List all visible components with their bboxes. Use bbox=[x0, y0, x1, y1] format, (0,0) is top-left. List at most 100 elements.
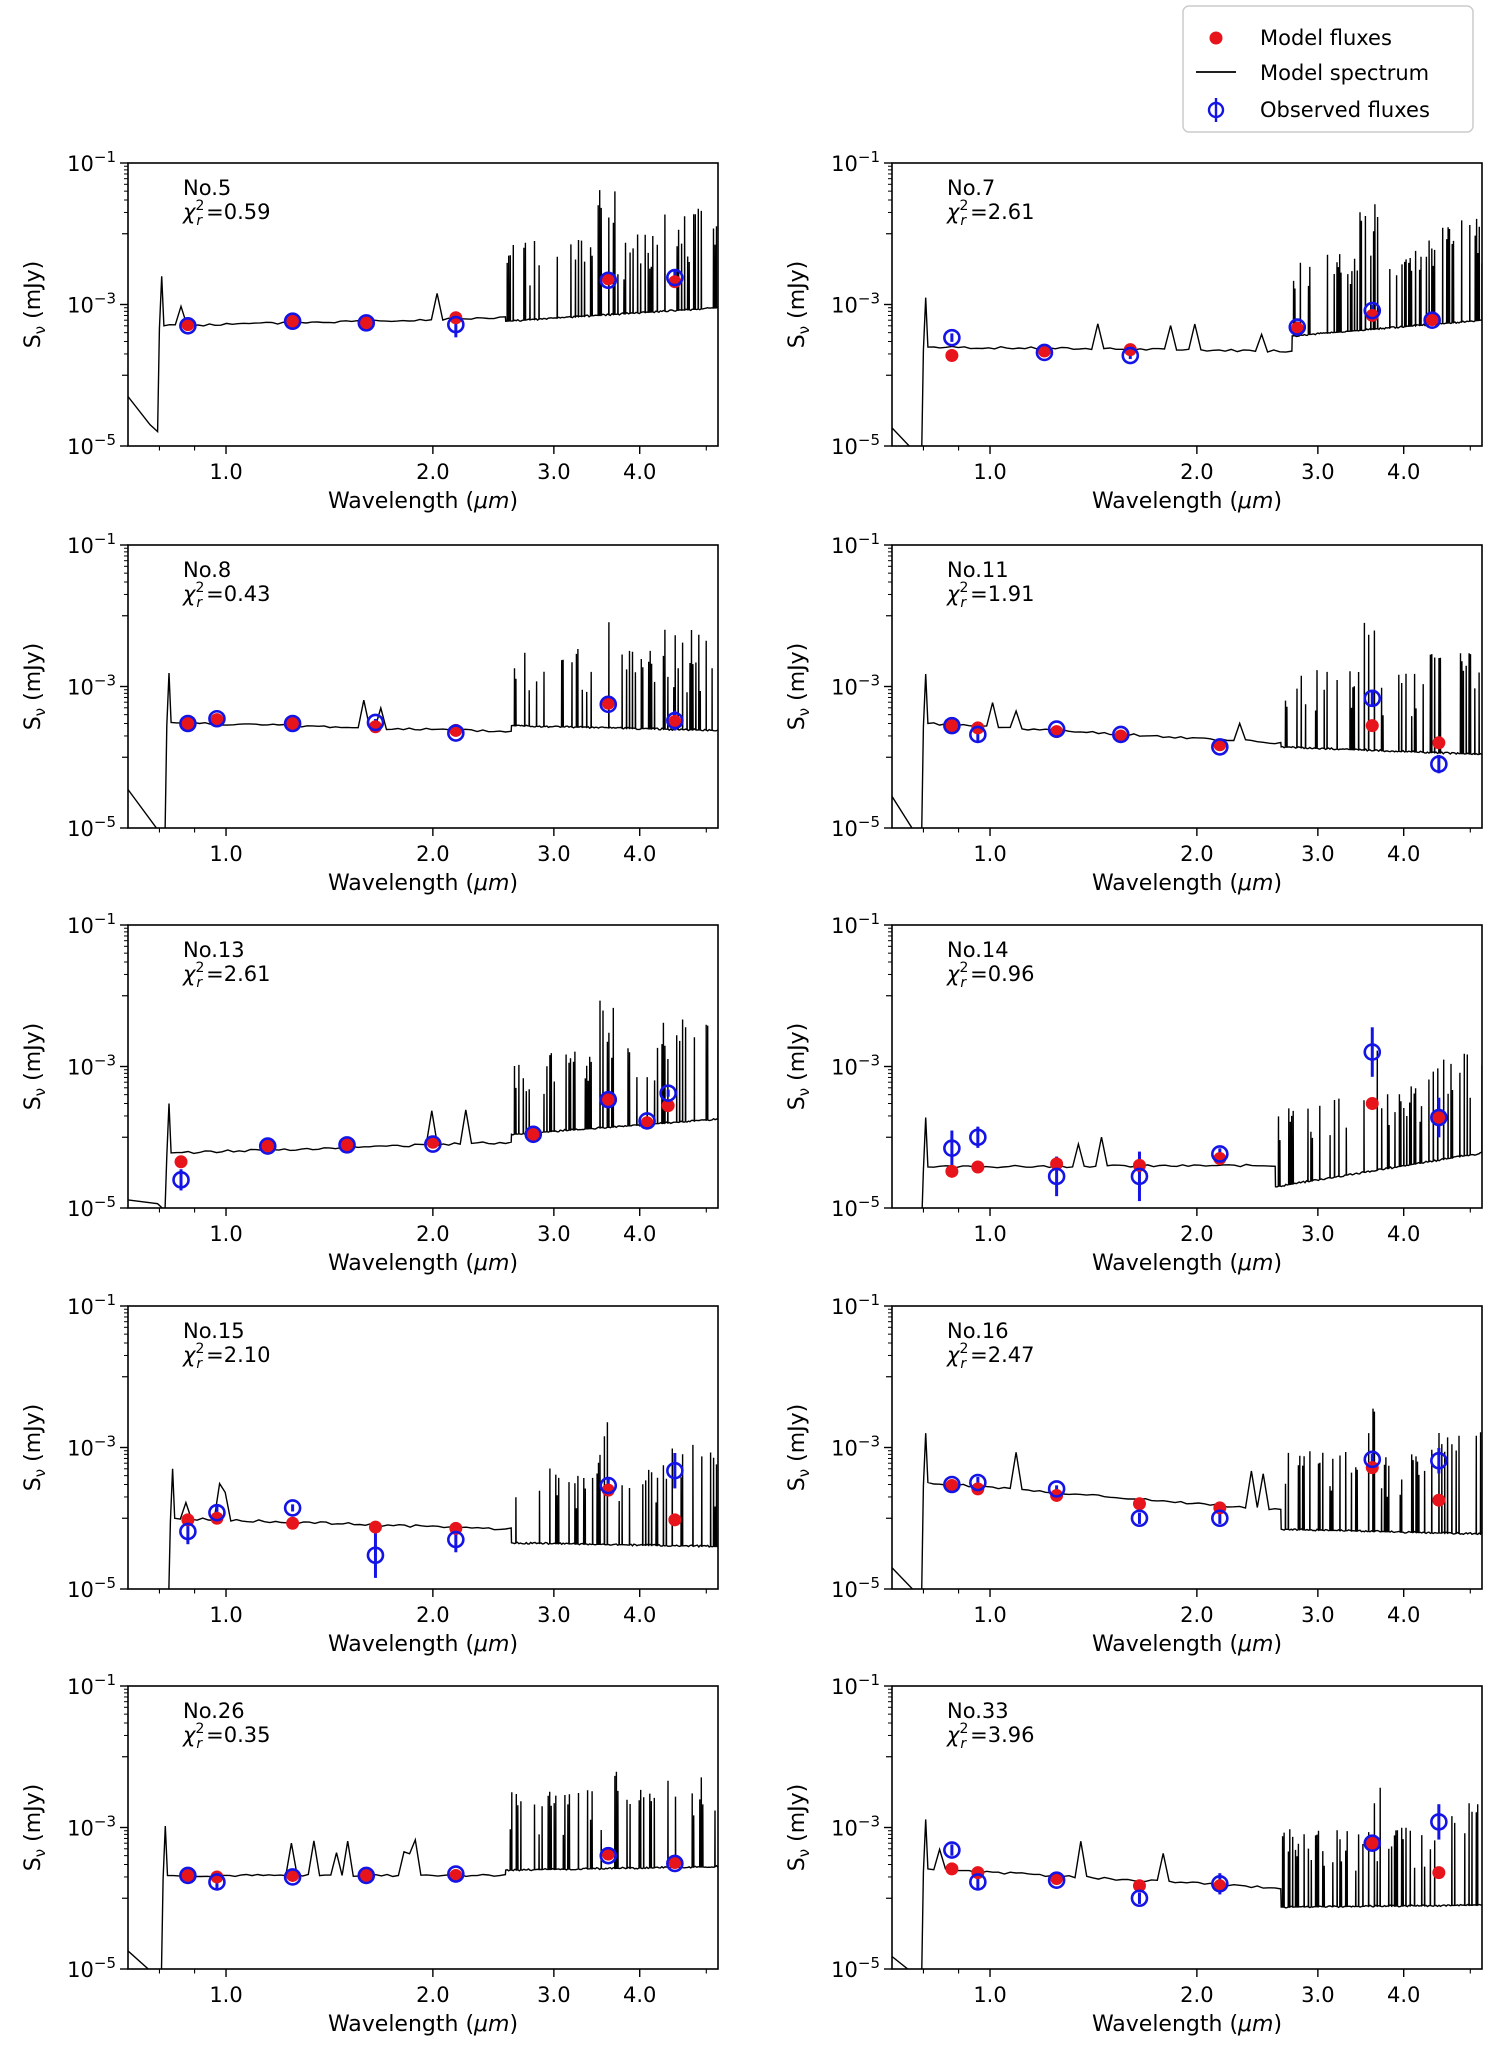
model-flux-point bbox=[359, 316, 373, 330]
model-spectrum-line bbox=[168, 1422, 718, 1589]
model-flux-point bbox=[1432, 1866, 1446, 1880]
x-tick-label: 4.0 bbox=[623, 460, 656, 484]
model-flux-point bbox=[945, 1164, 959, 1178]
y-tick-label: 10−5 bbox=[831, 431, 880, 459]
observed-flux-point bbox=[357, 1866, 376, 1885]
observed-flux-point bbox=[1430, 1813, 1448, 1831]
x-tick-label: 4.0 bbox=[1387, 460, 1420, 484]
model-flux-point bbox=[181, 1513, 195, 1527]
observed-flux-point bbox=[666, 1461, 684, 1480]
model-flux-point bbox=[1432, 736, 1446, 750]
model-flux-point bbox=[668, 1513, 682, 1527]
model-flux-point bbox=[286, 716, 300, 730]
model-flux-point bbox=[1432, 1493, 1446, 1507]
y-tick-label: 10−3 bbox=[67, 1813, 116, 1841]
observed-flux-point bbox=[1130, 1889, 1149, 1908]
observed-flux-point bbox=[283, 312, 302, 331]
y-tick-label: 10−5 bbox=[67, 431, 116, 459]
model-flux-point bbox=[601, 1847, 615, 1861]
observed-flux-point bbox=[1423, 311, 1441, 329]
x-tick-label: 3.0 bbox=[1301, 1603, 1334, 1627]
x-tick-label: 4.0 bbox=[623, 1603, 656, 1627]
x-axis-label: Wavelength (μm) bbox=[328, 871, 518, 896]
observed-flux-point bbox=[424, 1135, 442, 1153]
y-axis-label: Sν (mJy) bbox=[21, 643, 49, 730]
x-tick-label: 4.0 bbox=[623, 1983, 656, 2007]
observed-flux-point bbox=[599, 695, 618, 714]
y-tick-label: 10−5 bbox=[831, 1193, 880, 1221]
model-spectrum-line bbox=[128, 1771, 718, 1969]
model-spectrum-line bbox=[892, 622, 1482, 828]
model-flux-point bbox=[1132, 1879, 1146, 1893]
observed-flux-point bbox=[599, 1476, 618, 1495]
x-tick-label: 4.0 bbox=[1387, 1983, 1420, 2007]
observed-flux-point bbox=[943, 328, 961, 347]
model-flux-point bbox=[601, 696, 615, 710]
x-axis-label: Wavelength (μm) bbox=[1092, 1251, 1282, 1276]
y-tick-label: 10−3 bbox=[831, 1433, 880, 1461]
x-tick-label: 2.0 bbox=[416, 460, 449, 484]
model-flux-point bbox=[945, 1862, 959, 1876]
x-tick-label: 1.0 bbox=[209, 1603, 242, 1627]
model-flux-point bbox=[945, 1479, 959, 1493]
model-flux-point bbox=[1365, 1836, 1379, 1850]
observed-flux-point bbox=[659, 1084, 677, 1102]
model-flux-point bbox=[1365, 1096, 1379, 1110]
observed-flux-point bbox=[1288, 318, 1307, 336]
model-flux-point bbox=[661, 1099, 675, 1113]
observed-flux-point bbox=[208, 1503, 226, 1522]
model-flux-point bbox=[181, 1868, 195, 1882]
observed-flux-point bbox=[1130, 1167, 1149, 1186]
y-axis-label: Sν (mJy) bbox=[785, 1023, 813, 1110]
y-tick-label: 10−1 bbox=[831, 1671, 880, 1699]
x-tick-label: 2.0 bbox=[1180, 460, 1213, 484]
panel-no-8: 1.0 2.0 3.0 4.0 10−5 10−3 10−1 Wavelength (μm) S… bbox=[21, 530, 719, 896]
model-flux-point bbox=[174, 1155, 188, 1169]
model-flux-point bbox=[526, 1127, 540, 1141]
y-tick-label: 10−1 bbox=[67, 1671, 116, 1699]
y-tick-label: 10−3 bbox=[67, 290, 116, 318]
model-flux-point bbox=[210, 713, 224, 727]
model-flux-point bbox=[601, 272, 615, 286]
chi-square-label: χ2 r =2.10 bbox=[182, 1341, 270, 1372]
observed-flux-point bbox=[1430, 1108, 1448, 1127]
model-flux-point bbox=[1425, 313, 1439, 327]
model-flux-point bbox=[340, 1138, 354, 1152]
observed-flux-point bbox=[1047, 1167, 1066, 1186]
x-axis-label: Wavelength (μm) bbox=[328, 2012, 518, 2037]
source-id-label: No.16 bbox=[947, 1319, 1009, 1343]
model-flux-point bbox=[971, 1160, 985, 1174]
observed-flux-point bbox=[969, 725, 987, 744]
model-flux-point bbox=[210, 1870, 224, 1884]
y-tick-label: 10−3 bbox=[67, 672, 116, 700]
legend-label-observed-fluxes: Observed fluxes bbox=[1260, 98, 1430, 122]
model-flux-point bbox=[1114, 729, 1128, 743]
model-flux-point bbox=[1365, 719, 1379, 733]
panel-no-5: 1.0 2.0 3.0 4.0 10−5 10−3 10−1 Wavelength (μm) S… bbox=[21, 148, 719, 514]
model-spectrum-line bbox=[128, 190, 718, 434]
legend: Model fluxes Model spectrum Observed flu… bbox=[1182, 5, 1474, 133]
model-flux-point bbox=[426, 1135, 440, 1149]
observed-flux-point bbox=[179, 1866, 197, 1885]
observed-flux-point bbox=[366, 713, 385, 732]
observed-flux-point bbox=[943, 1139, 961, 1158]
chi-square-label: χ2 r =1.91 bbox=[946, 580, 1034, 611]
model-flux-point bbox=[668, 715, 682, 729]
observed-flux-point bbox=[1035, 343, 1054, 362]
y-tick-label: 10−5 bbox=[67, 1193, 116, 1221]
x-tick-label: 2.0 bbox=[416, 1603, 449, 1627]
legend-label-model-fluxes: Model fluxes bbox=[1260, 26, 1392, 50]
observed-flux-point bbox=[1047, 720, 1066, 738]
source-id-label: No.33 bbox=[947, 1699, 1009, 1723]
observed-flux-point bbox=[943, 1841, 961, 1859]
x-tick-label: 1.0 bbox=[209, 1983, 242, 2007]
y-tick-label: 10−5 bbox=[831, 1574, 880, 1602]
model-spectrum-line bbox=[892, 1787, 1482, 1969]
panel-no-14: 1.0 2.0 3.0 4.0 10−5 10−3 10−1 Wavelength (μm) S… bbox=[785, 910, 1483, 1276]
model-spectrum-line bbox=[128, 1000, 718, 1208]
x-tick-label: 2.0 bbox=[416, 1983, 449, 2007]
chi-square-label: χ2 r =0.43 bbox=[182, 580, 270, 611]
y-axis-label: Sν (mJy) bbox=[21, 1023, 49, 1110]
model-flux-point bbox=[945, 719, 959, 733]
x-tick-label: 2.0 bbox=[416, 1222, 449, 1246]
